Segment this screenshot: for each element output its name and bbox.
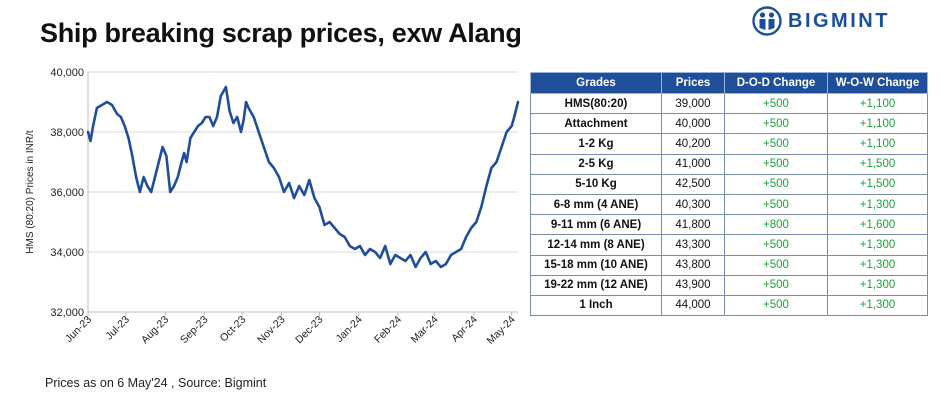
price-cell: 43,300 (661, 234, 725, 256)
y-tick-label: 40,000 (50, 67, 84, 79)
x-tick-label: Jul-23 (103, 314, 132, 343)
y-axis-ticks: 32,000 34,000 36,000 38,000 40,000 (50, 67, 84, 319)
table-row: 19-22 mm (12 ANE) 43,900 +500 +1,300 (530, 274, 928, 296)
grade-cell: 15-18 mm (10 ANE) (530, 254, 662, 276)
table-row: 2-5 Kg 41,000 +500 +1,500 (530, 153, 928, 175)
grades-price-table: Grades Prices D-O-D Change W-O-W Change … (530, 72, 928, 317)
series-line (86, 85, 520, 269)
dod-change-cell: +500 (724, 254, 828, 276)
grade-cell: 5-10 Kg (530, 173, 662, 195)
table-row: 6-8 mm (4 ANE) 40,300 +500 +1,300 (530, 193, 928, 216)
x-tick-label: Sep-23 (178, 314, 211, 347)
price-line-chart: 32,000 34,000 36,000 38,000 40,000 Jun-23 Jul… (25, 67, 520, 347)
price-cell: 42,500 (661, 173, 725, 195)
table-row: 9-11 mm (6 ANE) 41,800 +800 +1,600 (530, 214, 928, 236)
wow-change-cell: +1,500 (827, 173, 928, 195)
y-tick-label: 32,000 (50, 307, 84, 319)
header-wow-change: W-O-W Change (827, 72, 928, 94)
grade-cell: 1-2 Kg (530, 133, 662, 155)
chart-title: Ship breaking scrap prices, exw Alang (40, 18, 522, 48)
y-axis-label: HMS (80:20) Prices in INR/t (25, 130, 36, 254)
source-note: Prices as on 6 May'24 , Source: Bigmint (45, 376, 267, 390)
x-tick-label: Apr-24 (449, 314, 480, 345)
table-row: 5-10 Kg 42,500 +500 +1,500 (530, 173, 928, 195)
table-row: 15-18 mm (10 ANE) 43,800 +500 +1,300 (530, 254, 928, 276)
x-tick-label: Oct-23 (218, 314, 249, 345)
grade-cell: 6-8 mm (4 ANE) (530, 193, 662, 216)
x-tick-label: Mar-24 (409, 314, 441, 346)
grade-cell: 12-14 mm (8 ANE) (530, 234, 662, 256)
price-cell: 39,000 (661, 92, 725, 115)
dod-change-cell: +500 (724, 92, 828, 115)
table-header-row: Grades Prices D-O-D Change W-O-W Change (530, 72, 928, 94)
x-axis-ticks: Jun-23 Jul-23 Aug-23 Sep-23 Oct-23 Nov-23 Dec-… (63, 312, 518, 347)
dod-change-cell: +800 (724, 214, 828, 236)
price-cell: 43,800 (661, 254, 725, 276)
dod-change-cell: +500 (724, 113, 828, 135)
grade-cell: Attachment (530, 113, 662, 135)
wow-change-cell: +1,100 (827, 113, 928, 135)
price-cell: 40,000 (661, 113, 725, 135)
x-tick-label: Aug-23 (139, 314, 172, 347)
header-prices: Prices (661, 72, 725, 94)
table-row: HMS(80:20) 39,000 +500 +1,100 (530, 92, 928, 115)
grade-cell: HMS(80:20) (530, 92, 662, 115)
wow-change-cell: +1,300 (827, 294, 928, 317)
x-tick-label: Jan-24 (334, 314, 365, 345)
series-layer (86, 85, 520, 269)
wow-change-cell: +1,300 (827, 274, 928, 296)
header-dod-change: D-O-D Change (724, 72, 828, 94)
x-tick-label: Feb-24 (372, 314, 404, 346)
wow-change-cell: +1,300 (827, 234, 928, 256)
price-cell: 41,800 (661, 214, 725, 236)
price-cell: 40,200 (661, 133, 725, 155)
brand-logo-icon (752, 6, 782, 36)
price-cell: 41,000 (661, 153, 725, 175)
wow-change-cell: +1,300 (827, 193, 928, 216)
y-tick-label: 38,000 (50, 127, 84, 139)
table-row: 12-14 mm (8 ANE) 43,300 +500 +1,300 (530, 234, 928, 256)
brand-name: BIGMINT (788, 9, 890, 32)
wow-change-cell: +1,100 (827, 133, 928, 155)
dod-change-cell: +500 (724, 274, 828, 296)
price-cell: 40,300 (661, 193, 725, 216)
grade-cell: 19-22 mm (12 ANE) (530, 274, 662, 296)
dod-change-cell: +500 (724, 173, 828, 195)
brand-logo: BIGMINT (752, 6, 890, 36)
y-tick-label: 36,000 (50, 187, 84, 199)
wow-change-cell: +1,100 (827, 92, 928, 115)
dod-change-cell: +500 (724, 234, 828, 256)
wow-change-cell: +1,600 (827, 214, 928, 236)
dod-change-cell: +500 (724, 133, 828, 155)
grade-cell: 1 Inch (530, 294, 662, 317)
price-cell: 44,000 (661, 294, 725, 317)
y-tick-label: 34,000 (50, 247, 84, 259)
dod-change-cell: +500 (724, 294, 828, 317)
wow-change-cell: +1,300 (827, 254, 928, 276)
x-tick-label: Nov-23 (255, 314, 288, 347)
wow-change-cell: +1,500 (827, 153, 928, 175)
table-body: HMS(80:20) 39,000 +500 +1,100 Attachment 40,0… (530, 92, 928, 317)
table-row: 1 Inch 44,000 +500 +1,300 (530, 294, 928, 317)
table-row: Attachment 40,000 +500 +1,100 (530, 113, 928, 135)
grade-cell: 9-11 mm (6 ANE) (530, 214, 662, 236)
dod-change-cell: +500 (724, 193, 828, 216)
price-cell: 43,900 (661, 274, 725, 296)
table-row: 1-2 Kg 40,200 +500 +1,100 (530, 133, 928, 155)
dod-change-cell: +500 (724, 153, 828, 175)
x-tick-label: Dec-23 (293, 314, 326, 347)
x-tick-label: May-24 (485, 314, 518, 347)
grade-cell: 2-5 Kg (530, 153, 662, 175)
header-grades: Grades (530, 72, 662, 94)
